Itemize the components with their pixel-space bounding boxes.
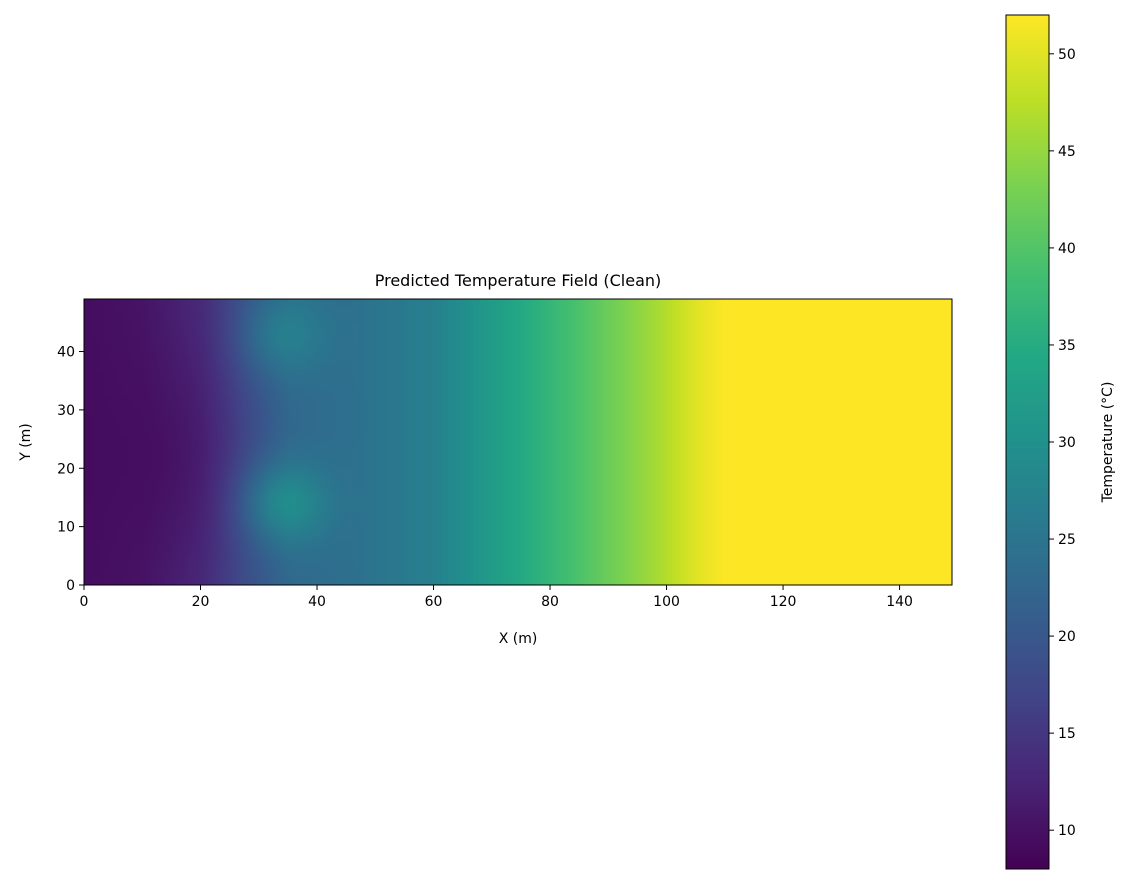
colorbar-tick-label: 30 bbox=[1058, 435, 1076, 451]
colorbar-tick-label: 25 bbox=[1058, 532, 1076, 548]
y-tick-label: 0 bbox=[66, 578, 75, 594]
y-tick-label: 30 bbox=[57, 403, 75, 419]
heatmap-plot bbox=[84, 299, 952, 585]
colorbar-tick-label: 40 bbox=[1058, 241, 1076, 257]
colorbar-tick-label: 45 bbox=[1058, 144, 1076, 160]
colorbar bbox=[1005, 14, 1050, 870]
y-axis: 0 10 20 30 40 bbox=[57, 345, 84, 594]
plot-frame bbox=[83, 298, 953, 586]
y-tick-label: 40 bbox=[57, 345, 75, 361]
y-tick-label: 10 bbox=[57, 520, 75, 536]
colorbar-axis: 10 15 20 25 30 35 40 45 50 bbox=[1049, 47, 1076, 839]
x-axis-label: X (m) bbox=[499, 631, 538, 647]
chart-title: Predicted Temperature Field (Clean) bbox=[375, 271, 662, 290]
x-tick-label: 40 bbox=[308, 594, 326, 610]
x-axis: 0 20 40 60 80 100 120 140 bbox=[80, 585, 913, 610]
x-tick-label: 60 bbox=[425, 594, 443, 610]
colorbar-tick-label: 10 bbox=[1058, 823, 1076, 839]
colorbar-tick-label: 35 bbox=[1058, 338, 1076, 354]
y-tick-label: 20 bbox=[57, 461, 75, 477]
colorbar-label: Temperature (°C) bbox=[1100, 382, 1116, 504]
x-tick-label: 100 bbox=[653, 594, 680, 610]
x-tick-label: 20 bbox=[192, 594, 210, 610]
colorbar-tick-label: 20 bbox=[1058, 629, 1076, 645]
x-tick-label: 0 bbox=[80, 594, 89, 610]
colorbar-tick-label: 50 bbox=[1058, 47, 1076, 63]
x-tick-label: 80 bbox=[541, 594, 559, 610]
y-axis-label: Y (m) bbox=[18, 423, 34, 462]
x-tick-label: 120 bbox=[770, 594, 797, 610]
x-tick-label: 140 bbox=[886, 594, 913, 610]
colorbar-tick-label: 15 bbox=[1058, 726, 1076, 742]
